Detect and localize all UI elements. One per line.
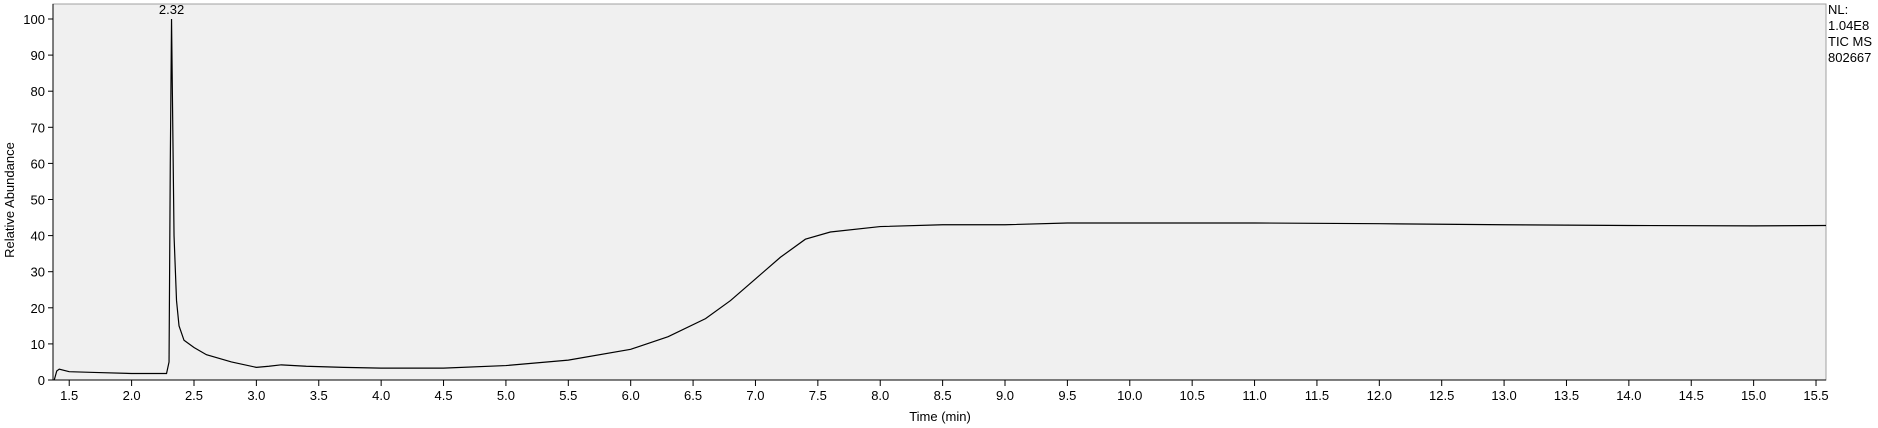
x-tick-label: 10.5 — [1180, 388, 1205, 403]
x-tick-label: 15.0 — [1741, 388, 1766, 403]
y-tick-label: 70 — [31, 120, 45, 135]
plot-area — [52, 3, 1827, 381]
info-text: 1.04E8 — [1828, 18, 1869, 33]
x-tick-label: 3.5 — [310, 388, 328, 403]
x-tick-label: 10.0 — [1117, 388, 1142, 403]
x-tick-label: 7.5 — [809, 388, 827, 403]
x-tick-label: 12.0 — [1367, 388, 1392, 403]
x-tick-label: 3.0 — [247, 388, 265, 403]
y-tick-label: 50 — [31, 193, 45, 208]
x-tick-label: 9.5 — [1058, 388, 1076, 403]
x-tick-label: 9.0 — [996, 388, 1014, 403]
x-tick-label: 11.0 — [1242, 388, 1266, 403]
x-tick-label: 13.5 — [1554, 388, 1579, 403]
x-tick-label: 5.0 — [497, 388, 515, 403]
x-tick-label: 12.5 — [1429, 388, 1454, 403]
y-tick-label: 30 — [31, 265, 45, 280]
x-tick-label: 1.5 — [60, 388, 78, 403]
x-tick-label: 4.0 — [372, 388, 390, 403]
x-tick-label: 15.5 — [1803, 388, 1828, 403]
x-tick-label: 14.0 — [1616, 388, 1641, 403]
x-tick-label: 11.5 — [1305, 388, 1329, 403]
x-tick-label: 4.5 — [434, 388, 452, 403]
x-tick-label: 5.5 — [559, 388, 577, 403]
x-tick-label: 8.5 — [934, 388, 952, 403]
y-tick-label: 10 — [31, 337, 45, 352]
peak-label: 2.32 — [159, 2, 184, 17]
info-text: 802667 — [1828, 50, 1871, 65]
y-tick-label: 80 — [31, 84, 45, 99]
y-tick-label: 60 — [31, 156, 45, 171]
x-tick-label: 6.0 — [622, 388, 640, 403]
y-axis-label: Relative Abundance — [2, 142, 17, 258]
x-tick-label: 14.5 — [1679, 388, 1704, 403]
y-tick-label: 40 — [31, 229, 45, 244]
x-axis-label: Time (min) — [909, 409, 971, 424]
x-tick-label: 7.0 — [746, 388, 764, 403]
y-tick-label: 100 — [23, 12, 45, 27]
y-tick-label: 0 — [38, 373, 45, 388]
x-tick-label: 13.0 — [1491, 388, 1516, 403]
trace — [53, 18, 1827, 381]
x-tick-label: 6.5 — [684, 388, 702, 403]
y-tick-label: 90 — [31, 48, 45, 63]
x-tick-label: 2.0 — [123, 388, 141, 403]
info-text: TIC MS — [1828, 34, 1872, 49]
x-tick-label: 8.0 — [871, 388, 889, 403]
y-tick-label: 20 — [31, 301, 45, 316]
info-text: NL: — [1828, 2, 1848, 17]
x-tick-label: 2.5 — [185, 388, 203, 403]
